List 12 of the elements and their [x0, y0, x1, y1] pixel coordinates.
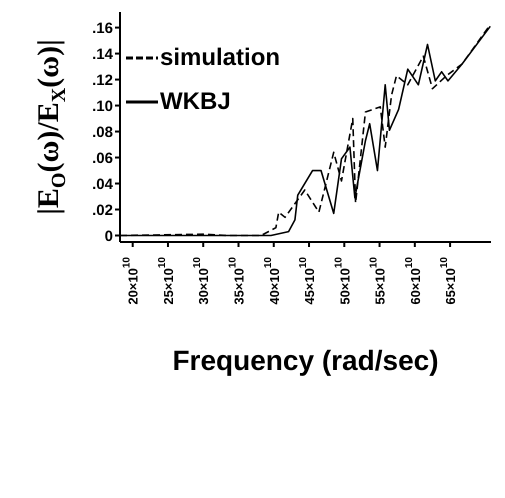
y-tick-label: .12 [92, 72, 113, 89]
y-tick-label: .14 [92, 46, 114, 63]
y-tick-label: .06 [92, 150, 113, 167]
y-tick-label: .02 [92, 202, 113, 219]
legend-label: simulation [160, 43, 280, 73]
y-tick-label: .04 [92, 176, 114, 193]
y-tick-label: 0 [104, 228, 113, 245]
y-tick-label: .08 [92, 124, 113, 141]
y-tick-label: .10 [92, 98, 113, 115]
y-tick-label: .16 [92, 20, 113, 37]
legend-label: WKBJ [160, 87, 231, 117]
x-axis-title: Frequency (rad/sec) [172, 345, 439, 376]
